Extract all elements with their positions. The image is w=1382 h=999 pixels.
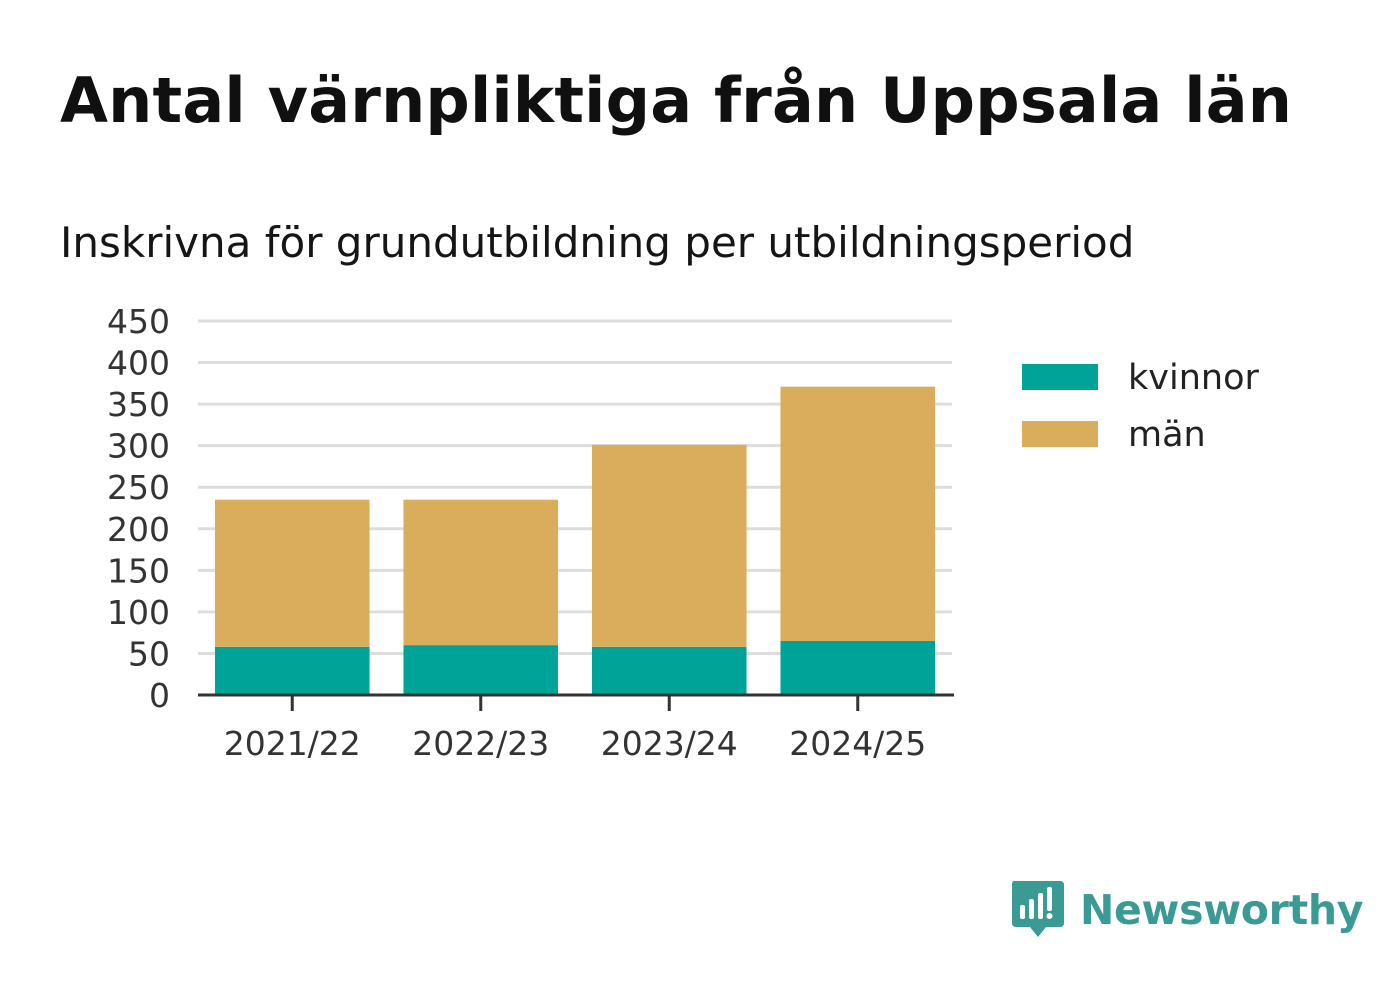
- bar-män-2021-22: [214, 499, 370, 647]
- chart-subtitle: Inskrivna för grundutbildning per utbild…: [60, 218, 1135, 267]
- legend-swatch-män: [1022, 421, 1098, 447]
- bar-kvinnor-2024-25: [780, 640, 936, 695]
- chart-title: Antal värnpliktiga från Uppsala län: [60, 64, 1293, 137]
- bar-kvinnor-2022-23: [403, 645, 559, 695]
- x-axis: 2021/22 2022/23 2023/24 2024/25: [198, 693, 954, 763]
- y-tick-label-150: 150: [107, 551, 170, 590]
- x-tick-label-2022-23: 2022/23: [412, 724, 549, 763]
- bar-kvinnor-2023-24: [591, 646, 747, 695]
- legend-label-män: män: [1128, 415, 1206, 455]
- newsworthy-logo: Newsworthy: [1010, 878, 1363, 942]
- y-tick-label-200: 200: [107, 510, 170, 549]
- newsworthy-logo-text: Newsworthy: [1080, 886, 1364, 934]
- y-tick-label-450: 450: [107, 302, 170, 341]
- y-tick-label-400: 400: [107, 344, 170, 383]
- bar-män-2022-23: [403, 499, 559, 646]
- y-tick-label-0: 0: [149, 676, 170, 715]
- x-tick-label-2021-22: 2021/22: [224, 724, 361, 763]
- bar-män-2023-24: [591, 444, 747, 647]
- y-tick-label-50: 50: [128, 634, 170, 673]
- legend: kvinnor män: [1022, 358, 1259, 455]
- x-tick-label-2024-25: 2024/25: [789, 724, 926, 763]
- legend-swatch-kvinnor: [1022, 364, 1098, 390]
- x-tick-label-2023-24: 2023/24: [601, 724, 738, 763]
- y-tick-label-100: 100: [107, 593, 170, 632]
- bars: [214, 386, 936, 695]
- y-tick-label-250: 250: [107, 468, 170, 507]
- newsworthy-logo-icon: [1012, 881, 1064, 937]
- bar-män-2024-25: [780, 386, 936, 641]
- y-tick-label-350: 350: [107, 385, 170, 424]
- bar-kvinnor-2021-22: [214, 646, 370, 695]
- y-tick-label-300: 300: [107, 427, 170, 466]
- legend-label-kvinnor: kvinnor: [1128, 358, 1259, 398]
